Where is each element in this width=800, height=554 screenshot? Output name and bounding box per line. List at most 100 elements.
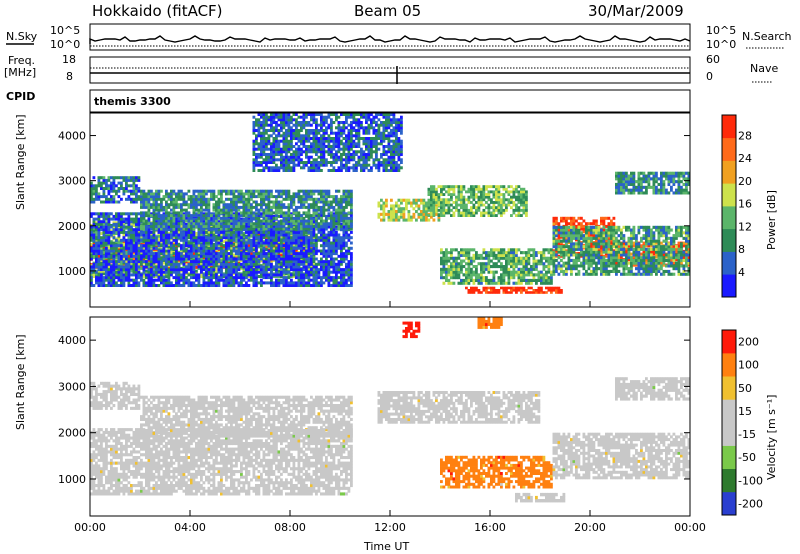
power-cell [345, 281, 348, 285]
power-cell [295, 265, 298, 269]
power-cell [157, 260, 161, 264]
power-cell [342, 270, 346, 274]
power-cell [95, 228, 98, 232]
power-cell [307, 281, 311, 285]
power-cell [272, 233, 276, 237]
power-cell [282, 236, 286, 240]
power-cell [327, 252, 331, 256]
power-cell [130, 212, 133, 216]
power-cell [195, 217, 198, 221]
power-cell [147, 254, 151, 258]
power-cell [187, 257, 191, 261]
power-cell [95, 189, 98, 193]
power-cell [110, 225, 113, 229]
power-cell [280, 230, 283, 234]
power-cell [112, 260, 116, 264]
power-cell [90, 230, 93, 234]
power-cell [90, 268, 93, 272]
power-cell [272, 214, 276, 218]
power-cell [150, 276, 153, 280]
power-cell [152, 222, 156, 226]
power-cell [300, 276, 303, 280]
power-cell [95, 252, 98, 256]
power-cell [230, 278, 233, 282]
power-cell [172, 205, 176, 209]
power-cell [112, 265, 116, 269]
power-cell [267, 281, 271, 285]
power-cell [140, 257, 143, 261]
power-cell [102, 284, 106, 287]
power-cell [167, 219, 171, 223]
power-cell [95, 197, 98, 201]
power-cell [202, 197, 206, 201]
power-cell [120, 225, 123, 229]
power-cell [212, 254, 216, 258]
power-cell [177, 197, 181, 201]
power-cell [335, 265, 338, 269]
power-cell [275, 275, 278, 278]
power-cell [105, 221, 108, 225]
power-cell [205, 236, 208, 240]
power-cell [140, 266, 143, 270]
power-cell [167, 281, 171, 285]
power-cell [120, 222, 123, 226]
power-cell [285, 238, 288, 242]
power-cell [165, 238, 168, 242]
power-cell [327, 281, 331, 285]
power-cell [147, 270, 151, 274]
power-cell [105, 212, 108, 216]
power-cell [127, 278, 131, 282]
power-cell [97, 217, 101, 221]
power-cell [120, 176, 123, 180]
power-cell [292, 236, 296, 240]
power-cell [245, 225, 248, 229]
power-cell [335, 220, 338, 224]
power-cell [317, 276, 321, 280]
power-cell [225, 236, 228, 240]
power-cell [287, 228, 291, 232]
power-cell [335, 284, 338, 287]
power-cell [100, 176, 103, 180]
power-cell [322, 281, 326, 285]
power-cell [92, 249, 96, 253]
power-cell [282, 260, 286, 264]
power-cell [310, 254, 313, 258]
power-cell [237, 233, 241, 237]
power-cell [162, 205, 166, 209]
power-cell [305, 268, 308, 272]
power-cell [100, 200, 103, 204]
power-cell [90, 189, 93, 193]
power-cell [130, 236, 133, 240]
power-cell [130, 284, 133, 287]
power-cell [187, 211, 191, 215]
power-cell [110, 241, 113, 245]
power-cell [230, 249, 233, 253]
power-cell [157, 237, 161, 241]
power-cell [205, 276, 208, 280]
power-cell [327, 241, 331, 245]
power-cell [212, 214, 216, 218]
power-cell [152, 284, 156, 287]
power-cell [245, 221, 248, 225]
power-cell [195, 244, 198, 248]
freq-tick-bottom: 8 [66, 70, 73, 83]
power-cell [127, 228, 131, 232]
power-cell [280, 265, 283, 269]
power-cell [222, 281, 226, 285]
power-cell [110, 187, 113, 190]
power-cell [247, 257, 251, 261]
power-cell [252, 268, 256, 272]
power-cell [200, 219, 203, 223]
power-cell [147, 281, 151, 285]
power-cell [177, 203, 181, 207]
power-cell [327, 254, 331, 258]
power-cell [175, 220, 178, 224]
power-cell [110, 268, 113, 272]
power-cell [220, 230, 223, 234]
power-cell [267, 252, 271, 256]
power-cell [307, 241, 311, 245]
power-cell [240, 262, 243, 266]
power-cell [242, 260, 246, 264]
power-cell [232, 246, 236, 250]
